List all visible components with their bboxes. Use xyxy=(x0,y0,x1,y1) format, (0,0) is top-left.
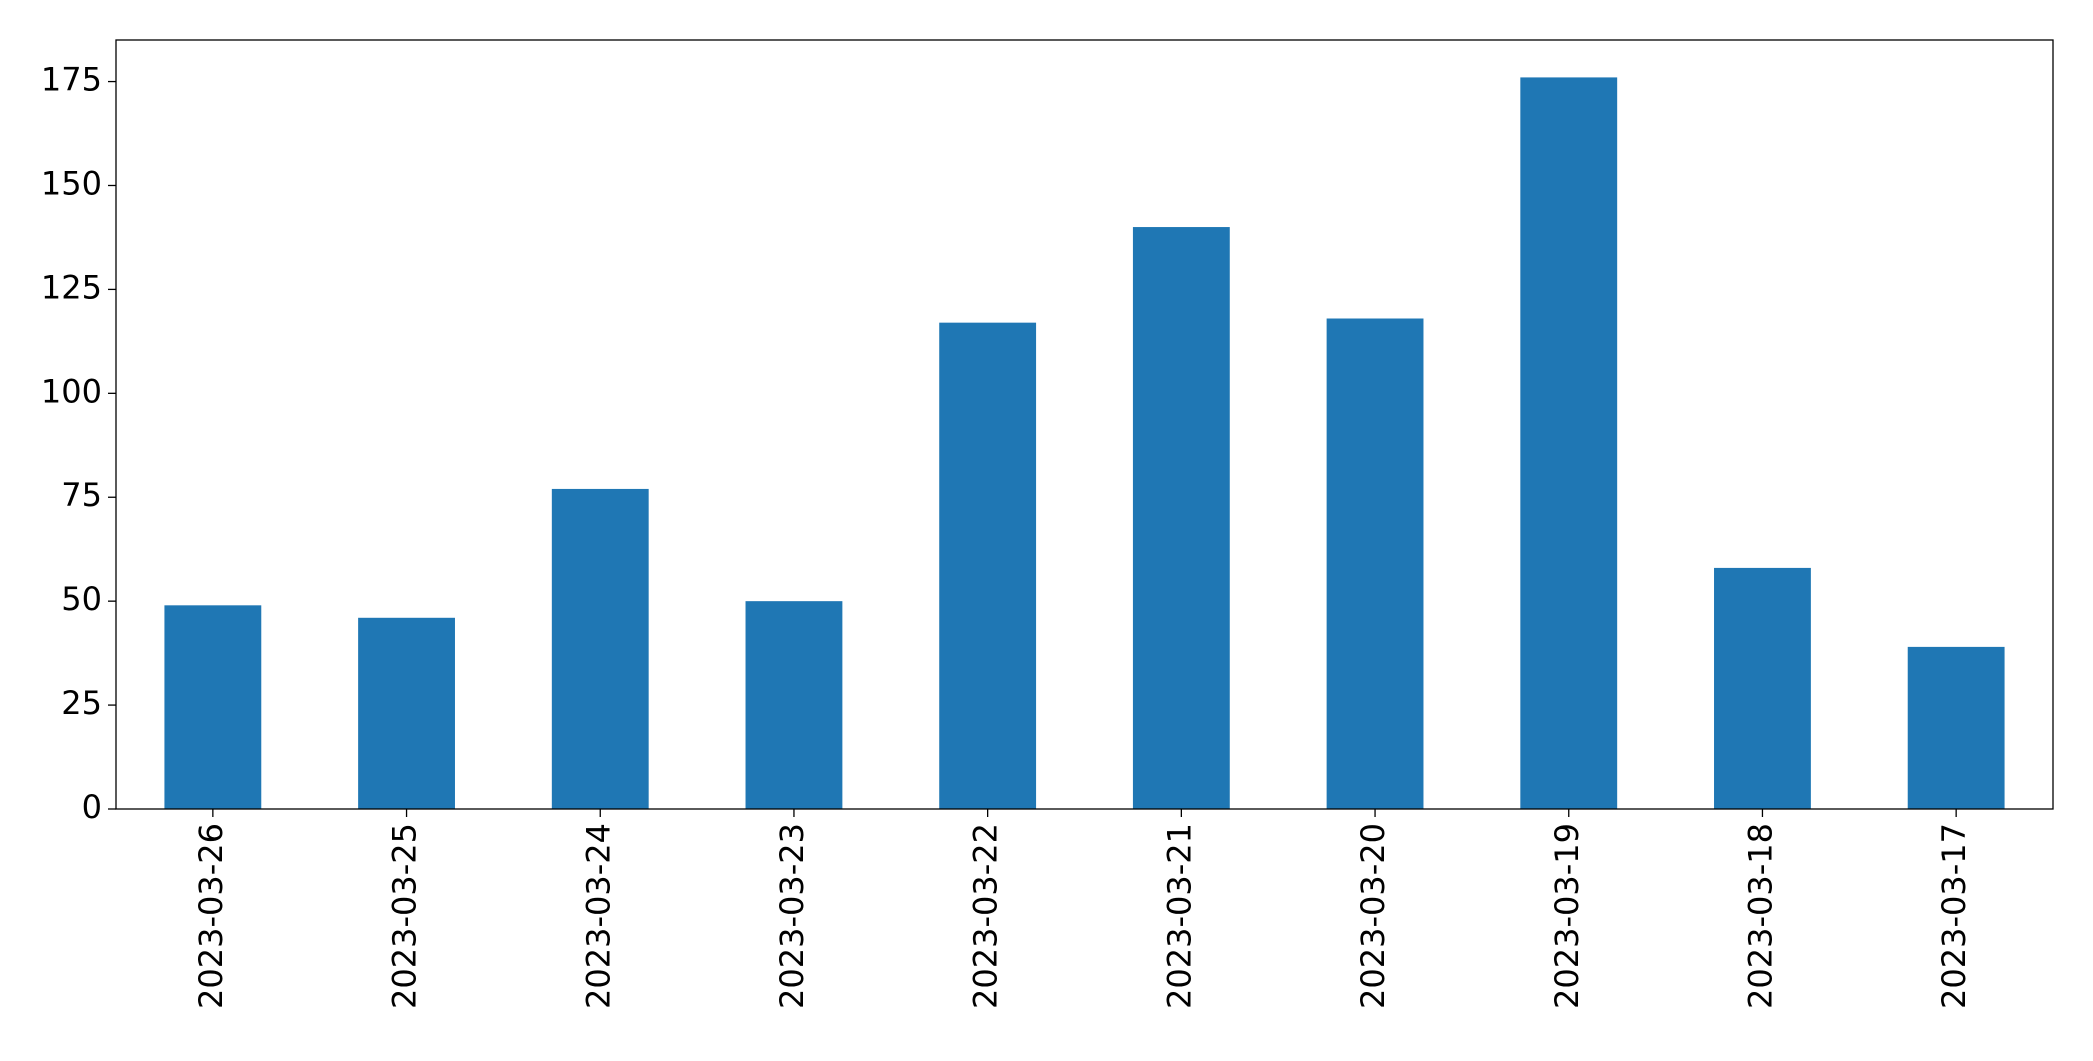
y-tick-label: 175 xyxy=(41,61,102,99)
y-tick-label: 0 xyxy=(82,788,102,826)
x-tick-label: 2023-03-22 xyxy=(967,823,1005,1009)
bar xyxy=(1326,318,1424,809)
y-tick-label: 75 xyxy=(61,476,102,514)
y-tick-label: 125 xyxy=(41,268,102,306)
bar xyxy=(358,617,455,809)
x-tick-label: 2023-03-19 xyxy=(1548,823,1586,1009)
y-tick-label: 100 xyxy=(41,372,102,410)
x-tick-label: 2023-03-21 xyxy=(1160,823,1198,1009)
bar xyxy=(939,322,1037,809)
x-tick-label: 2023-03-24 xyxy=(579,823,617,1009)
bar xyxy=(551,488,649,809)
bar xyxy=(1520,77,1618,809)
x-tick-label: 2023-03-25 xyxy=(386,823,424,1009)
y-tick-label: 150 xyxy=(41,164,102,202)
y-tick-label: 25 xyxy=(61,684,102,722)
y-tick-label: 50 xyxy=(61,580,102,618)
bar xyxy=(1714,567,1811,809)
x-tick-label: 2023-03-26 xyxy=(192,823,230,1009)
x-tick-label: 2023-03-20 xyxy=(1354,823,1392,1009)
axes-frame xyxy=(115,39,2054,810)
x-tick-label: 2023-03-23 xyxy=(773,823,811,1009)
x-tick-label: 2023-03-18 xyxy=(1741,823,1779,1009)
bar xyxy=(745,601,843,809)
x-tick-label: 2023-03-17 xyxy=(1935,823,1973,1009)
bar xyxy=(164,605,262,809)
bar xyxy=(1132,227,1230,809)
bar xyxy=(1907,646,2005,809)
